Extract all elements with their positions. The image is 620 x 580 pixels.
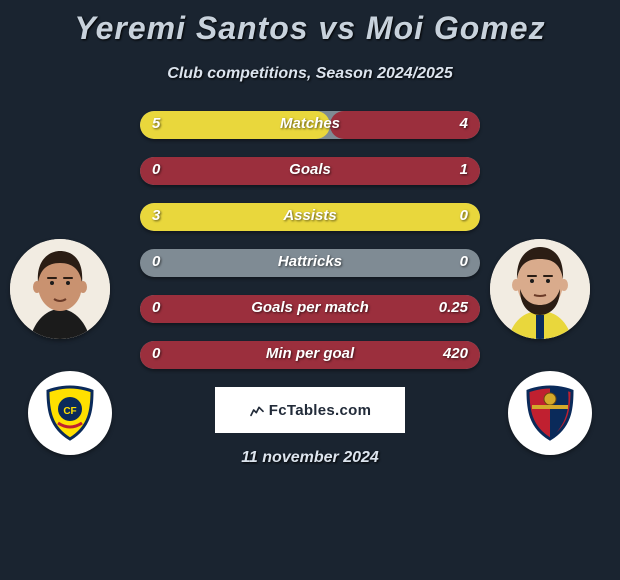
fctables-watermark: FcTables.com bbox=[215, 387, 405, 433]
stat-bars: Matches54Goals01Assists30Hattricks00Goal… bbox=[140, 111, 480, 369]
stat-row: Min per goal0 420 bbox=[140, 341, 480, 369]
stat-row: Matches5 4 bbox=[140, 111, 480, 139]
player1-team-badge: CF bbox=[28, 371, 112, 455]
player2-team-badge bbox=[508, 371, 592, 455]
stat-row: Assists3 0 bbox=[140, 203, 480, 231]
stat-right-value: 4 bbox=[460, 115, 468, 132]
page-subtitle: Club competitions, Season 2024/2025 bbox=[0, 65, 620, 83]
stat-row: Goals per match0 0.25 bbox=[140, 295, 480, 323]
player1-avatar bbox=[10, 239, 110, 339]
stat-label: Goals per match bbox=[140, 299, 480, 316]
stat-label: Matches bbox=[140, 115, 480, 132]
stat-left-value: 0 bbox=[152, 253, 160, 270]
player2-avatar bbox=[490, 239, 590, 339]
stat-right-value: 0.25 bbox=[439, 299, 468, 316]
stat-right-value: 0 bbox=[460, 253, 468, 270]
page-title: Yeremi Santos vs Moi Gomez bbox=[0, 0, 620, 47]
stat-left-value: 5 bbox=[152, 115, 160, 132]
stat-left-value: 0 bbox=[152, 299, 160, 316]
stat-label: Assists bbox=[140, 207, 480, 224]
page: Yeremi Santos vs Moi Gomez Club competit… bbox=[0, 0, 620, 580]
stat-left-value: 0 bbox=[152, 161, 160, 178]
stat-row: Goals0 1 bbox=[140, 157, 480, 185]
stat-right-value: 1 bbox=[460, 161, 468, 178]
stat-left-value: 0 bbox=[152, 345, 160, 362]
stat-label: Min per goal bbox=[140, 345, 480, 362]
stat-left-value: 3 bbox=[152, 207, 160, 224]
comparison-main: CF Matches54Goals01Assists30Hattricks00G… bbox=[0, 111, 620, 369]
stat-label: Hattricks bbox=[140, 253, 480, 270]
svg-text:CF: CF bbox=[63, 406, 76, 417]
fctables-text: FcTables.com bbox=[269, 402, 372, 419]
stat-row: Hattricks0 0 bbox=[140, 249, 480, 277]
stat-right-value: 420 bbox=[443, 345, 468, 362]
date-text: 11 november 2024 bbox=[0, 449, 620, 467]
stat-right-value: 0 bbox=[460, 207, 468, 224]
stat-label: Goals bbox=[140, 161, 480, 178]
